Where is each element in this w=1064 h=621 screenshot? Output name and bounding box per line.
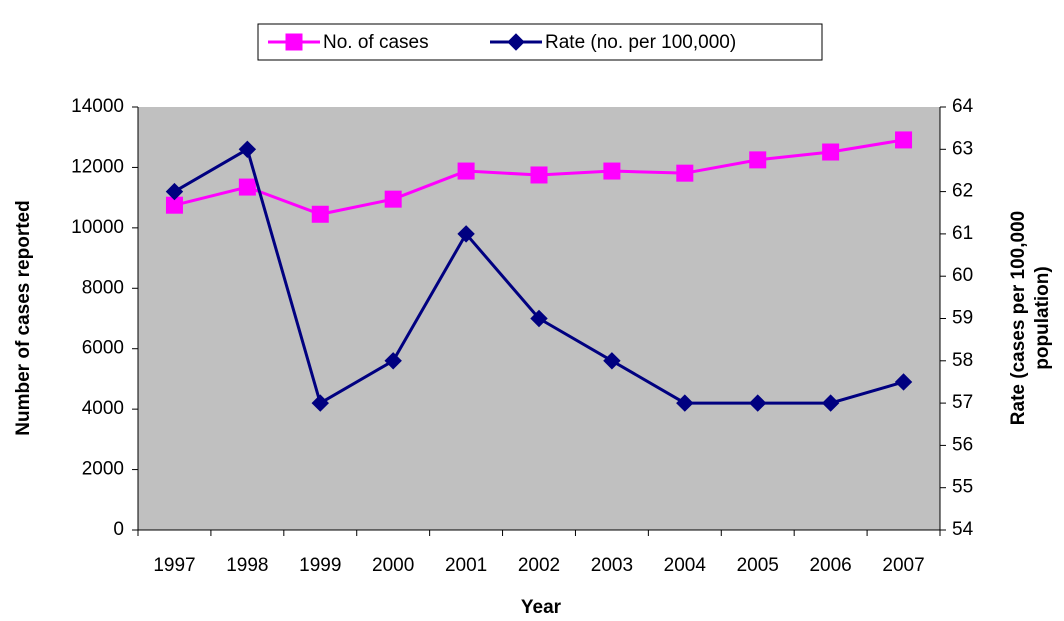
- y2-tick-label: 56: [952, 434, 973, 455]
- data-point: [384, 190, 402, 208]
- x-tick-label: 1997: [153, 555, 195, 576]
- data-point: [749, 394, 767, 412]
- y-axis-title: Number of cases reported: [13, 200, 34, 435]
- y2-tick-label: 59: [952, 308, 973, 329]
- data-point: [311, 394, 329, 412]
- y2-tick-label: 64: [952, 96, 974, 117]
- data-point: [894, 373, 913, 391]
- x-tick-label: 1998: [226, 555, 268, 576]
- data-point: [457, 225, 475, 243]
- y2-tick-label: 58: [952, 350, 973, 371]
- y2-axis-title: population): [1032, 266, 1053, 369]
- y-tick-label: 12000: [71, 156, 124, 177]
- data-point: [895, 131, 913, 149]
- data-point: [676, 164, 694, 182]
- y2-tick-label: 57: [952, 392, 973, 413]
- x-tick-label: 2006: [809, 555, 851, 576]
- y-tick-label: 6000: [82, 338, 124, 359]
- data-point: [384, 352, 402, 370]
- y2-tick-label: 60: [952, 265, 973, 286]
- y-tick-label: 2000: [82, 459, 124, 480]
- data-point: [603, 162, 621, 180]
- data-point: [530, 309, 548, 328]
- data-point: [749, 151, 767, 169]
- y-tick-label: 10000: [71, 217, 124, 238]
- y-tick-label: 4000: [82, 398, 124, 419]
- y2-tick-label: 62: [952, 181, 973, 202]
- x-tick-label: 2003: [591, 555, 633, 576]
- data-point: [238, 140, 257, 159]
- y2-tick-label: 54: [952, 519, 974, 540]
- x-tick-label: 1999: [299, 555, 341, 576]
- data-point: [457, 162, 475, 180]
- x-tick-label: 2004: [664, 555, 707, 576]
- data-point: [311, 205, 329, 223]
- y2-axis-title: Rate (cases per 100,000: [1008, 211, 1029, 425]
- legend-label: Rate (no. per 100,000): [545, 32, 736, 53]
- y-tick-label: 0: [113, 519, 124, 540]
- y2-tick-label: 61: [952, 223, 973, 244]
- x-axis-title: Year: [521, 597, 562, 618]
- y2-tick-label: 55: [952, 477, 973, 498]
- data-point: [822, 143, 840, 161]
- data-point: [238, 178, 256, 196]
- legend-marker: [507, 33, 525, 51]
- x-tick-label: 2005: [737, 555, 779, 576]
- data-point: [603, 352, 621, 370]
- x-tick-label: 2000: [372, 555, 414, 576]
- legend-label: No. of cases: [323, 32, 429, 53]
- y-tick-label: 14000: [71, 96, 124, 117]
- x-tick-label: 2001: [445, 555, 487, 576]
- data-point: [676, 394, 694, 412]
- legend-marker: [285, 33, 303, 51]
- y2-tick-label: 63: [952, 138, 973, 159]
- y-tick-label: 8000: [82, 277, 124, 298]
- x-tick-label: 2002: [518, 555, 560, 576]
- data-point: [530, 166, 548, 184]
- x-tick-label: 2007: [882, 555, 924, 576]
- data-point: [165, 182, 184, 201]
- data-point: [821, 394, 840, 412]
